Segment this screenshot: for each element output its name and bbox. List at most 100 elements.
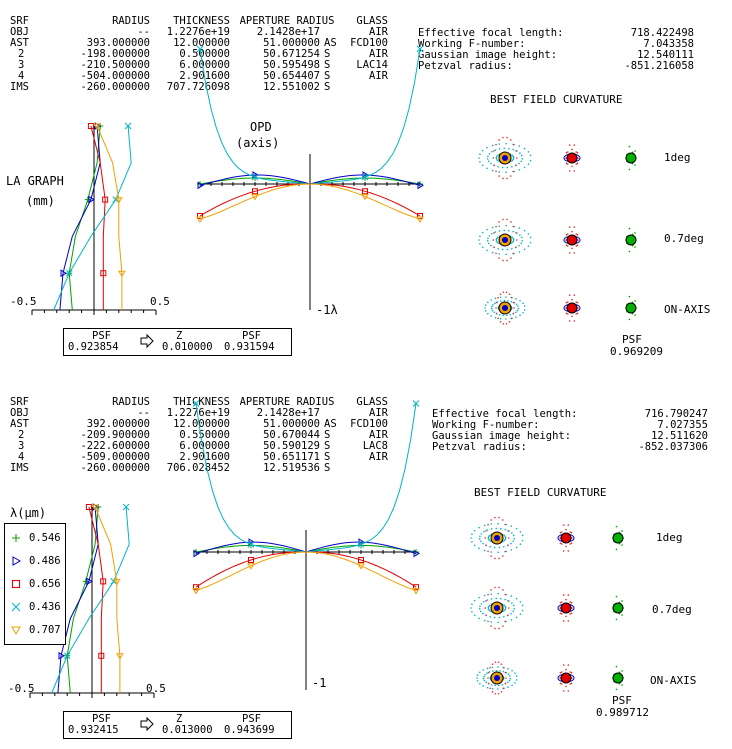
surface-sfx: S: [324, 81, 331, 93]
spot-dot: [479, 682, 481, 685]
spot-dot: [493, 311, 496, 314]
spot-dot: [483, 524, 486, 527]
spot-dot: [488, 609, 490, 611]
spot-dot: [511, 684, 513, 687]
spot-dot: [476, 677, 478, 679]
spot-dot: [520, 160, 523, 163]
square-marker: [98, 652, 105, 659]
spot-dot: [497, 154, 499, 156]
spot-center: [494, 675, 500, 681]
spot-dot: [519, 299, 521, 302]
psf-value-1: 0.923854: [68, 341, 119, 353]
spot-dot: [571, 298, 573, 301]
spot-dot: [519, 152, 521, 154]
spot-dot: [513, 307, 515, 309]
spot-dot: [483, 675, 485, 678]
spot-dot: [511, 241, 514, 244]
spot-dot: [575, 245, 578, 247]
spot-dot: [499, 670, 501, 672]
spot-dot: [503, 615, 505, 618]
summary-bottom: Effective focal length: 716.790247 Working…: [432, 409, 708, 453]
spot-dot: [481, 164, 484, 167]
summary-value: 7.027355: [657, 419, 708, 431]
spot-dot: [559, 601, 562, 604]
square-marker: [87, 123, 94, 129]
surface-radius: --: [137, 26, 150, 38]
surface-aperture: 12.519536: [263, 462, 320, 474]
spot-dot: [494, 557, 496, 560]
spot-dot: [492, 670, 494, 672]
spot-dot: [511, 602, 513, 604]
spot-dot: [527, 245, 530, 248]
legend-item: 0.436: [11, 601, 61, 613]
triangle-marker: [88, 195, 95, 204]
spot-dot: [497, 688, 499, 690]
spot-dot: [621, 600, 623, 602]
spot-dot: [498, 313, 501, 316]
spot-dot: [485, 544, 487, 546]
header-radius: RADIUS: [112, 15, 150, 27]
spot-dot: [490, 315, 492, 317]
spot-dot: [483, 600, 485, 603]
spot-dot: [504, 536, 507, 539]
spot-dot: [487, 523, 489, 526]
spot-dot: [529, 236, 532, 239]
spot-dot: [512, 238, 515, 241]
spot-dot: [495, 240, 498, 242]
spot-dot: [634, 314, 636, 316]
spot-dot: [514, 311, 517, 314]
spot-dot: [490, 621, 493, 623]
spot-dot: [510, 221, 512, 223]
summary-value: 716.790247: [644, 408, 708, 420]
surface-srf: 2: [18, 48, 25, 60]
spot-dot: [484, 310, 487, 312]
spot-dot: [495, 225, 497, 228]
spot-dot: [498, 171, 501, 173]
spot-dot: [498, 516, 500, 519]
spot-dot: [486, 529, 489, 531]
surface-srf: AST: [10, 37, 29, 49]
spot-dot: [487, 593, 489, 596]
spot-dot: [519, 530, 522, 533]
spot-dot: [566, 151, 569, 153]
spot-dot: [486, 240, 489, 242]
spot-dot: [518, 169, 521, 171]
plus-marker: [84, 196, 91, 203]
spot-dot: [511, 669, 513, 672]
triangle-marker: [12, 556, 22, 566]
spot-dot: [499, 296, 502, 299]
surface-radius: -504.000000: [80, 70, 150, 82]
spot-dot: [511, 532, 513, 534]
tri-left-marker: [247, 563, 255, 570]
lens-table-header: SRF RADIUS THICKNESS APERTURE RADIUS GLA…: [10, 397, 388, 408]
spot-center: [494, 605, 500, 611]
spot-dot: [567, 524, 570, 526]
spot-dot: [490, 625, 492, 627]
spot-dot: [512, 610, 515, 613]
spot-dot: [497, 666, 499, 668]
summary-label: Petzval radius:: [432, 441, 527, 453]
spot-dot: [497, 551, 499, 554]
spot-dot: [506, 177, 508, 180]
surface-radius: --: [137, 407, 150, 419]
spot-dot: [481, 231, 484, 234]
psf-value-z: 0.013000: [162, 724, 213, 736]
spot-dot: [479, 540, 482, 543]
spot-core: [566, 302, 578, 314]
tri-left-marker-icon: [11, 626, 21, 636]
spot-dot: [499, 321, 502, 323]
spot-dot: [521, 604, 524, 607]
spot-dot: [497, 165, 499, 168]
spot-dot: [512, 230, 515, 233]
spot-dot: [508, 293, 511, 295]
spot-dot: [565, 151, 568, 154]
spot-dot: [516, 309, 519, 312]
spot-dot: [560, 671, 563, 673]
spot-dot: [615, 665, 618, 668]
spot-dot: [482, 542, 484, 545]
spot-dot: [498, 546, 501, 549]
spot-dot: [497, 661, 500, 664]
spot-dot: [517, 307, 520, 310]
spot-dot: [570, 531, 573, 534]
surface-srf: OBJ: [10, 26, 29, 38]
